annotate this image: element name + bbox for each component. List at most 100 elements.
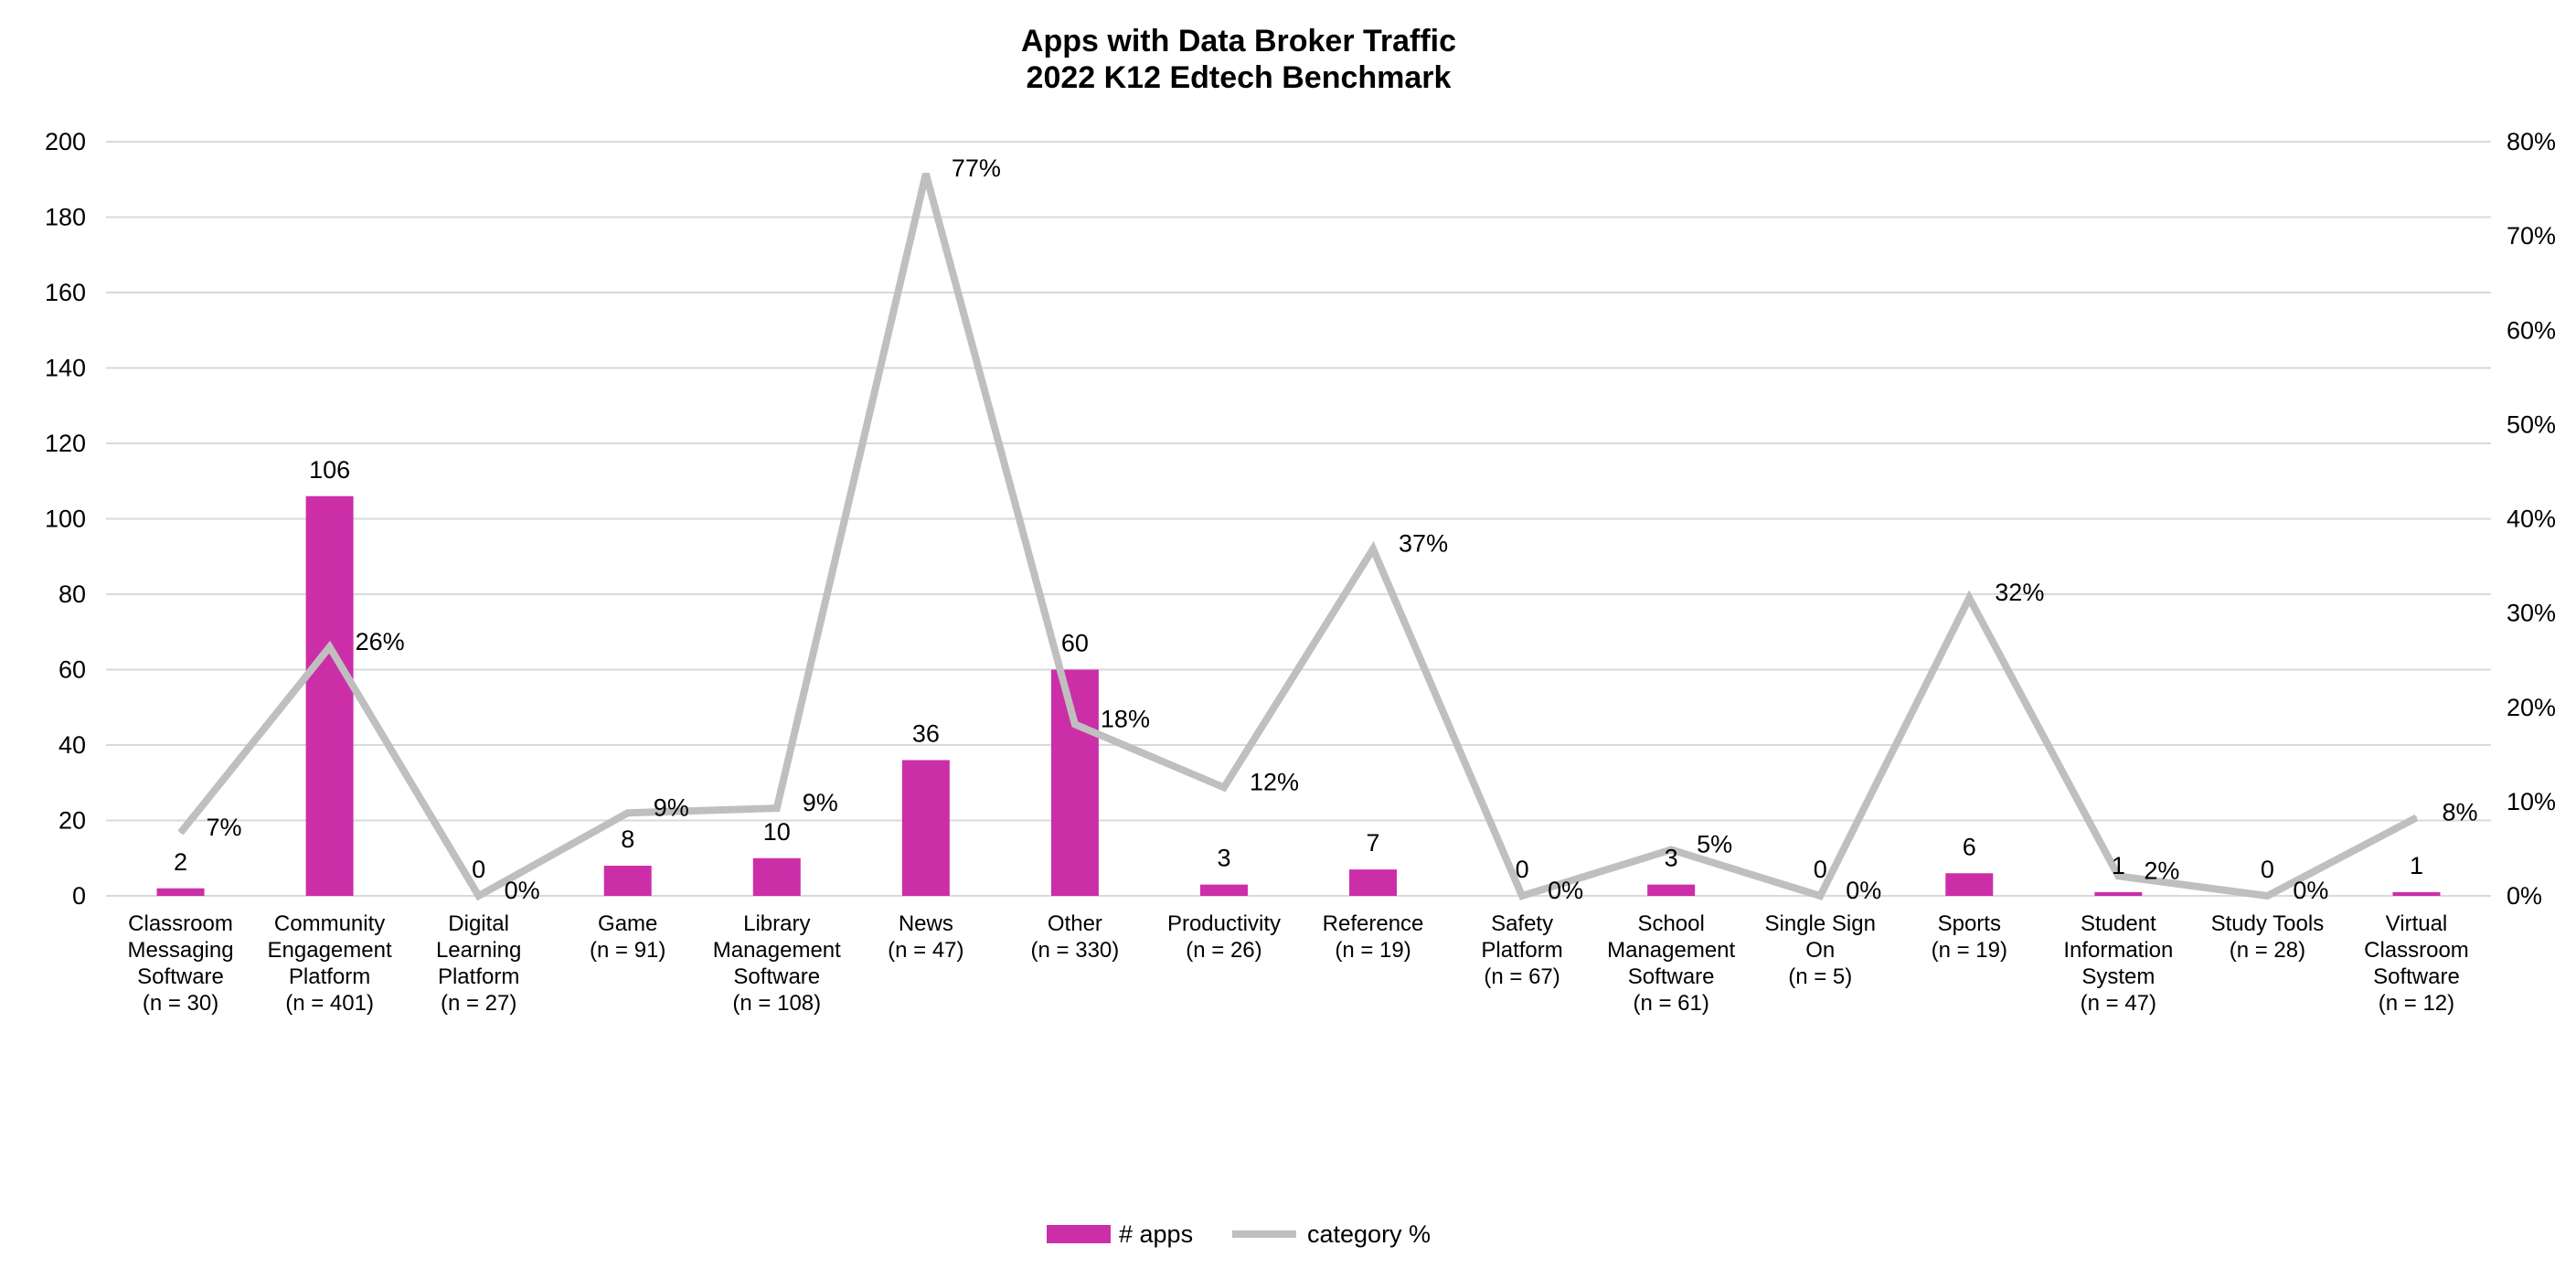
chart-title: Apps with Data Broker Traffic xyxy=(1021,24,1456,59)
line-point xyxy=(1819,895,1822,897)
line-data-label: 5% xyxy=(1697,830,1732,857)
bar xyxy=(901,760,950,896)
bar xyxy=(156,888,205,896)
axis-labels: 0204060801001201401601802000%10%20%30%40… xyxy=(45,128,2556,1016)
y-left-tick-label: 140 xyxy=(45,355,86,382)
line-point xyxy=(179,831,182,834)
bar-data-label: 106 xyxy=(309,456,350,484)
line-point xyxy=(775,807,778,810)
y-right-tick-label: 40% xyxy=(2507,506,2556,533)
bar-data-label: 7 xyxy=(1367,829,1380,857)
bar-data-label: 1 xyxy=(2410,852,2423,879)
line-point xyxy=(477,895,480,897)
x-tick-label: Virtual Classroom Software (n = 12) xyxy=(2364,911,2469,1016)
x-tick-label: Other (n = 330) xyxy=(1031,911,1120,963)
x-tick-label: Game (n = 91) xyxy=(590,911,665,963)
line-data-label: 0% xyxy=(1846,877,1881,904)
y-right-tick-label: 60% xyxy=(2507,316,2556,344)
y-left-tick-label: 20 xyxy=(59,807,86,835)
bar xyxy=(2094,891,2143,896)
y-left-tick-label: 40 xyxy=(59,731,86,759)
y-right-tick-label: 30% xyxy=(2507,600,2556,627)
bar-data-label: 1 xyxy=(2112,852,2125,879)
line-point xyxy=(2415,816,2418,819)
bar-data-label: 0 xyxy=(1516,856,1529,883)
y-right-tick-label: 50% xyxy=(2507,410,2556,438)
x-tick-label: Digital Learning Platform (n = 27) xyxy=(436,911,521,1016)
line-data-label: 8% xyxy=(2442,798,2477,825)
legend-label-apps: # apps xyxy=(1119,1220,1193,1248)
y-right-tick-label: 20% xyxy=(2507,694,2556,721)
y-right-tick-label: 0% xyxy=(2507,882,2542,910)
bar xyxy=(1050,669,1099,896)
bar xyxy=(2392,891,2441,896)
legend-swatch-apps xyxy=(1047,1225,1111,1243)
bar-data-label: 60 xyxy=(1061,630,1089,657)
bar xyxy=(305,495,354,896)
line-point xyxy=(1521,895,1524,897)
bar-data-label: 3 xyxy=(1665,845,1678,872)
line-path xyxy=(177,173,2419,901)
bar xyxy=(603,866,652,896)
bar-data-label: 3 xyxy=(1217,845,1230,872)
y-left-tick-label: 80 xyxy=(59,580,86,608)
bar-data-label: 10 xyxy=(763,818,791,846)
legend-label-category: category % xyxy=(1307,1220,1431,1248)
line-data-label: 0% xyxy=(505,877,540,904)
x-tick-label: Safety Platform (n = 67) xyxy=(1481,911,1562,989)
x-tick-label: Library Management Software (n = 108) xyxy=(713,911,841,1016)
x-tick-label: Student Information System (n = 47) xyxy=(2063,911,2173,1016)
line-series xyxy=(177,173,2419,901)
y-left-tick-label: 100 xyxy=(45,506,86,533)
x-tick-label: Classroom Messaging Software (n = 30) xyxy=(128,911,234,1016)
bar xyxy=(1945,873,1994,896)
line-data-label: 0% xyxy=(1548,877,1583,904)
line-data-label: 0% xyxy=(2293,877,2328,904)
gridlines xyxy=(106,141,2491,897)
y-left-tick-label: 0 xyxy=(72,882,86,910)
line-point xyxy=(924,173,927,176)
line-data-label: 37% xyxy=(1399,530,1448,558)
bar-data-label: 6 xyxy=(1963,833,1976,860)
line-point xyxy=(1073,723,1076,726)
y-left-tick-label: 120 xyxy=(45,430,86,457)
x-tick-label: Community Engagement Platform (n = 401) xyxy=(268,911,392,1016)
x-tick-label: Productivity (n = 26) xyxy=(1167,911,1281,963)
x-tick-label: Study Tools (n = 28) xyxy=(2211,911,2325,963)
bar xyxy=(1349,869,1398,896)
line-data-label: 26% xyxy=(356,628,405,655)
y-left-tick-label: 200 xyxy=(45,128,86,155)
y-right-tick-label: 80% xyxy=(2507,128,2556,155)
legend: # apps category % xyxy=(1047,1220,1431,1248)
y-left-tick-label: 180 xyxy=(45,204,86,231)
bar xyxy=(1647,884,1696,896)
x-tick-label: Single Sign On (n = 5) xyxy=(1765,911,1876,989)
line-point xyxy=(2266,895,2269,897)
line-data-label: 18% xyxy=(1101,705,1150,732)
line-data-label: 7% xyxy=(207,814,242,841)
bar-data-label: 8 xyxy=(621,825,634,853)
y-left-tick-label: 60 xyxy=(59,656,86,684)
line-point xyxy=(1968,597,1971,600)
line-data-label: 9% xyxy=(654,793,689,821)
line-point xyxy=(1670,848,1673,851)
line-point xyxy=(2117,875,2120,878)
bar-data-label: 0 xyxy=(472,856,485,883)
bar-data-label: 36 xyxy=(912,720,940,748)
bar-data-label: 2 xyxy=(174,848,187,876)
bar-data-label: 0 xyxy=(2261,856,2274,883)
x-tick-label: School Management Software (n = 61) xyxy=(1607,911,1735,1016)
bar xyxy=(752,857,801,896)
x-tick-label: Sports (n = 19) xyxy=(1932,911,2007,963)
line-data-label: 2% xyxy=(2144,857,2179,884)
y-left-tick-label: 160 xyxy=(45,279,86,306)
bar xyxy=(1199,884,1248,896)
line-data-label: 77% xyxy=(952,154,1001,182)
line-point xyxy=(1222,786,1225,789)
x-tick-label: News (n = 47) xyxy=(888,911,963,963)
line-point xyxy=(328,645,331,648)
bar-data-label: 0 xyxy=(1814,856,1827,883)
